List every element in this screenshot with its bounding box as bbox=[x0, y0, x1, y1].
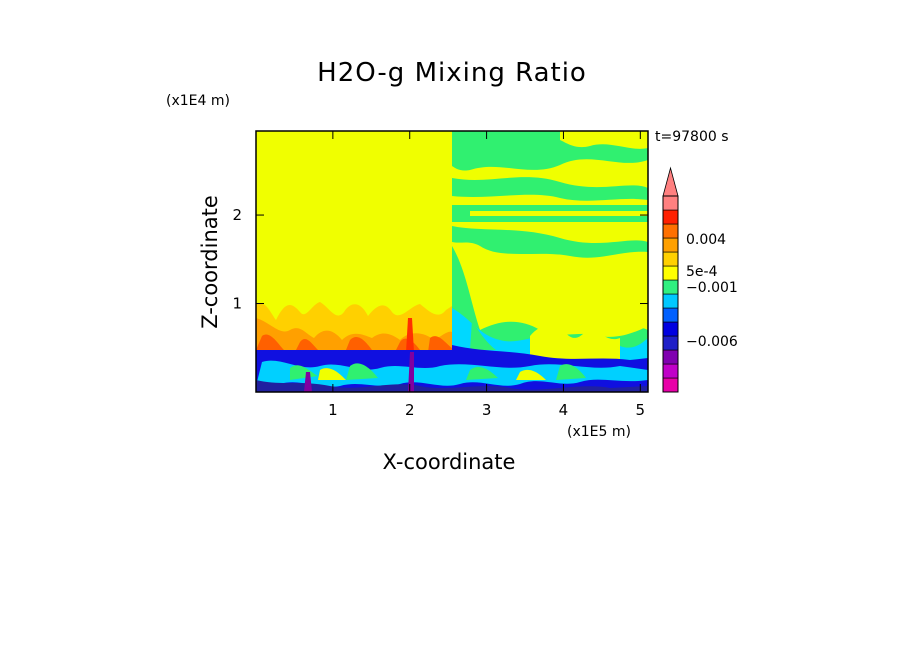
colorbar-label: −0.006 bbox=[686, 334, 738, 350]
colorbar-label: 5e-4 bbox=[686, 264, 718, 280]
colorbar-swatch bbox=[662, 293, 679, 309]
colorbar-swatch bbox=[662, 335, 679, 351]
colorbar-frame bbox=[662, 195, 679, 393]
boundary-layer bbox=[256, 345, 648, 392]
colorbar-swatch bbox=[662, 209, 679, 225]
colorbar-label: 0.004 bbox=[686, 232, 726, 248]
chart-title: H2O-g Mixing Ratio bbox=[317, 58, 587, 88]
left-orange-band bbox=[256, 302, 452, 352]
colorbar-swatch bbox=[662, 237, 679, 253]
colorbar-swatch bbox=[662, 195, 679, 211]
colorbar-swatch bbox=[662, 223, 679, 239]
colorbar-swatch bbox=[662, 377, 679, 393]
y-tick-label: 1 bbox=[232, 295, 242, 313]
colorbar-swatch bbox=[662, 349, 679, 365]
x-axis-ticks: 1 2 3 4 5 bbox=[328, 131, 645, 419]
time-label: t=97800 s bbox=[655, 129, 729, 145]
colorbar-extend-arrow bbox=[662, 166, 679, 197]
x-tick-label: 3 bbox=[482, 401, 492, 419]
colorbar-swatch bbox=[662, 363, 679, 379]
x-tick-label: 1 bbox=[328, 401, 338, 419]
x-axis-label: X-coordinate bbox=[382, 450, 516, 474]
colorbar: 0.004 5e-4−0.001 −0.006 bbox=[662, 166, 738, 393]
x-axis-label-wrap: X-coordinate bbox=[0, 450, 904, 474]
x-tick-label: 2 bbox=[405, 401, 415, 419]
y-tick-label: 2 bbox=[232, 206, 242, 224]
colorbar-swatch bbox=[662, 265, 679, 281]
y-axis-scale-label: (x1E4 m) bbox=[166, 93, 230, 109]
colorbar-swatch bbox=[662, 307, 679, 323]
colorbar-swatch bbox=[662, 321, 679, 337]
colorbar-swatch bbox=[662, 279, 679, 295]
colorbar-label: −0.001 bbox=[686, 280, 738, 296]
field-plot bbox=[256, 131, 648, 392]
colorbar-swatch bbox=[662, 251, 679, 267]
x-tick-label: 4 bbox=[559, 401, 569, 419]
plot-frame bbox=[255, 130, 649, 393]
x-tick-label: 5 bbox=[636, 401, 646, 419]
y-axis-ticks: 12 bbox=[232, 206, 648, 313]
x-axis-scale-label: (x1E5 m) bbox=[567, 424, 631, 440]
